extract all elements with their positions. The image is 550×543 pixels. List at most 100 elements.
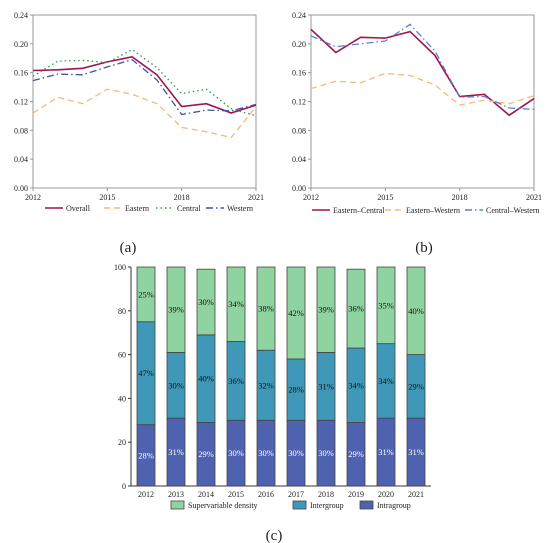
bar-value-label-intergroup: 47% bbox=[138, 368, 154, 378]
x-tick-label: 2012 bbox=[303, 193, 319, 202]
bar-value-label-supervariable-density: 36% bbox=[348, 304, 364, 314]
y-tick-label: 20 bbox=[118, 438, 126, 447]
bar-segment-supervariable-density bbox=[346, 268, 366, 349]
x-tick-label: 2015 bbox=[99, 193, 115, 202]
bar-value-label-supervariable-density: 35% bbox=[378, 300, 394, 310]
x-tick-label: 2015 bbox=[377, 193, 393, 202]
series-line-central bbox=[32, 48, 257, 117]
bar-segment-supervariable-density bbox=[406, 266, 426, 355]
y-tick-label: 0.24 bbox=[292, 11, 306, 20]
bar-value-label-intergroup: 29% bbox=[408, 381, 424, 391]
panel-a-line-chart: 0.00 0.04 0.08 0.12 0.16 0.20 0.24 2012 2015 2018… bbox=[14, 11, 264, 213]
legend-label-eastern-western: Eastern–Western bbox=[406, 206, 460, 215]
x-tick-label: 2021 bbox=[526, 193, 542, 202]
x-tick-label: 2018 bbox=[452, 193, 468, 202]
bar-value-label-intergroup: 36% bbox=[228, 376, 244, 386]
bar-value-label-intergroup: 34% bbox=[378, 376, 394, 386]
x-tick-label: 2018 bbox=[318, 490, 334, 499]
bar-value-label-intergroup: 34% bbox=[348, 380, 364, 390]
legend-swatch-supervariable-density bbox=[170, 500, 185, 510]
legend-label-overall: Overall bbox=[66, 204, 91, 213]
legend-label-eastern-central: Eastern–Central bbox=[333, 206, 385, 215]
panel-c-stacked-bar-chart: 0 20 40 60 80 100 28% 47% 25% 2012 31% 30% 39% 2013 29… bbox=[114, 263, 431, 510]
bar-segment-supervariable-density bbox=[196, 268, 216, 336]
series-line-eastern-western bbox=[310, 72, 535, 106]
panel-a-label: (a) bbox=[120, 240, 137, 256]
bar-value-label-intergroup: 32% bbox=[258, 380, 274, 390]
y-tick-label: 0.00 bbox=[14, 184, 28, 193]
x-tick-label: 2013 bbox=[168, 490, 184, 499]
y-tick-label: 100 bbox=[114, 263, 126, 272]
bar-value-label-intergroup: 28% bbox=[288, 385, 304, 395]
bar-value-label-supervariable-density: 25% bbox=[138, 289, 154, 299]
x-tick-label: 2012 bbox=[25, 193, 41, 202]
bar-segment-supervariable-density bbox=[166, 266, 186, 353]
y-tick-label: 0.08 bbox=[14, 126, 28, 135]
y-tick-label: 0.00 bbox=[292, 184, 306, 193]
series-line-overall bbox=[32, 55, 257, 114]
series-line-western bbox=[32, 58, 257, 116]
bar-value-label-intragroup: 31% bbox=[378, 447, 394, 457]
plot-frame bbox=[310, 14, 535, 189]
legend-label-central: Central bbox=[177, 204, 201, 213]
legend-label-central-western: Central–Western bbox=[486, 206, 540, 215]
bar-segment-supervariable-density bbox=[316, 266, 336, 353]
bar-value-label-intergroup: 40% bbox=[198, 374, 214, 384]
y-tick-label: 0.08 bbox=[292, 126, 306, 135]
y-tick-label: 0.20 bbox=[292, 40, 306, 49]
bar-segment-supervariable-density bbox=[136, 266, 156, 323]
bar-value-label-intragroup: 30% bbox=[288, 448, 304, 458]
bar-value-label-supervariable-density: 42% bbox=[288, 308, 304, 318]
y-tick-label: 80 bbox=[118, 307, 126, 316]
legend-swatch-intragroup bbox=[359, 500, 374, 510]
x-tick-label: 2019 bbox=[348, 490, 364, 499]
panel-b-label: (b) bbox=[415, 240, 433, 256]
x-tick-label: 2017 bbox=[288, 490, 304, 499]
bar-value-label-supervariable-density: 30% bbox=[198, 297, 214, 307]
bar-value-label-supervariable-density: 38% bbox=[258, 304, 274, 314]
bar-value-label-intergroup: 30% bbox=[168, 380, 184, 390]
y-tick-label: 0.04 bbox=[14, 155, 28, 164]
bar-segment-supervariable-density bbox=[376, 266, 396, 345]
y-tick-label: 0.04 bbox=[292, 155, 306, 164]
panel-c-label: (c) bbox=[266, 528, 283, 543]
legend-label-intragroup: Intragroup bbox=[377, 501, 411, 510]
x-tick-label: 2021 bbox=[408, 490, 424, 499]
bar-value-label-supervariable-density: 34% bbox=[228, 299, 244, 309]
legend-label-western: Western bbox=[227, 204, 253, 213]
y-tick-label: 60 bbox=[118, 351, 126, 360]
legend-swatch-intergroup bbox=[292, 500, 307, 510]
x-tick-label: 2012 bbox=[138, 490, 154, 499]
legend-label-supervariable-density: Supervariable density bbox=[188, 501, 258, 510]
y-tick-label: 0.16 bbox=[292, 69, 306, 78]
bar-value-label-intragroup: 28% bbox=[138, 450, 154, 460]
legend-label-eastern: Eastern bbox=[125, 204, 149, 213]
series-line-central-western bbox=[310, 23, 535, 111]
bar-value-label-supervariable-density: 39% bbox=[168, 305, 184, 315]
plot-frame bbox=[32, 14, 257, 189]
bar-segment-supervariable-density bbox=[226, 266, 246, 342]
y-tick-label: 0.12 bbox=[292, 98, 306, 107]
x-tick-label: 2020 bbox=[378, 490, 394, 499]
x-tick-label: 2014 bbox=[198, 490, 214, 499]
y-tick-label: 0 bbox=[122, 482, 126, 491]
x-tick-label: 2018 bbox=[174, 193, 190, 202]
bar-value-label-intragroup: 31% bbox=[168, 447, 184, 457]
bar-value-label-intragroup: 29% bbox=[348, 449, 364, 459]
bar-value-label-intragroup: 30% bbox=[228, 448, 244, 458]
bar-value-label-intragroup: 30% bbox=[318, 448, 334, 458]
bar-value-label-intragroup: 29% bbox=[198, 449, 214, 459]
bar-value-label-intragroup: 30% bbox=[258, 448, 274, 458]
y-tick-label: 0.12 bbox=[14, 98, 28, 107]
y-tick-label: 0.20 bbox=[14, 40, 28, 49]
bar-value-label-intragroup: 31% bbox=[408, 447, 424, 457]
x-tick-label: 2015 bbox=[228, 490, 244, 499]
panel-b-line-chart: 0.00 0.04 0.08 0.12 0.16 0.20 0.24 2012 2015 2018… bbox=[292, 11, 542, 215]
bar-segment-supervariable-density bbox=[256, 266, 276, 351]
bar-segment-supervariable-density bbox=[286, 266, 306, 360]
bar-value-label-intergroup: 31% bbox=[318, 381, 334, 391]
y-tick-label: 0.16 bbox=[14, 69, 28, 78]
bar-value-label-supervariable-density: 39% bbox=[318, 305, 334, 315]
x-tick-label: 2021 bbox=[248, 193, 264, 202]
